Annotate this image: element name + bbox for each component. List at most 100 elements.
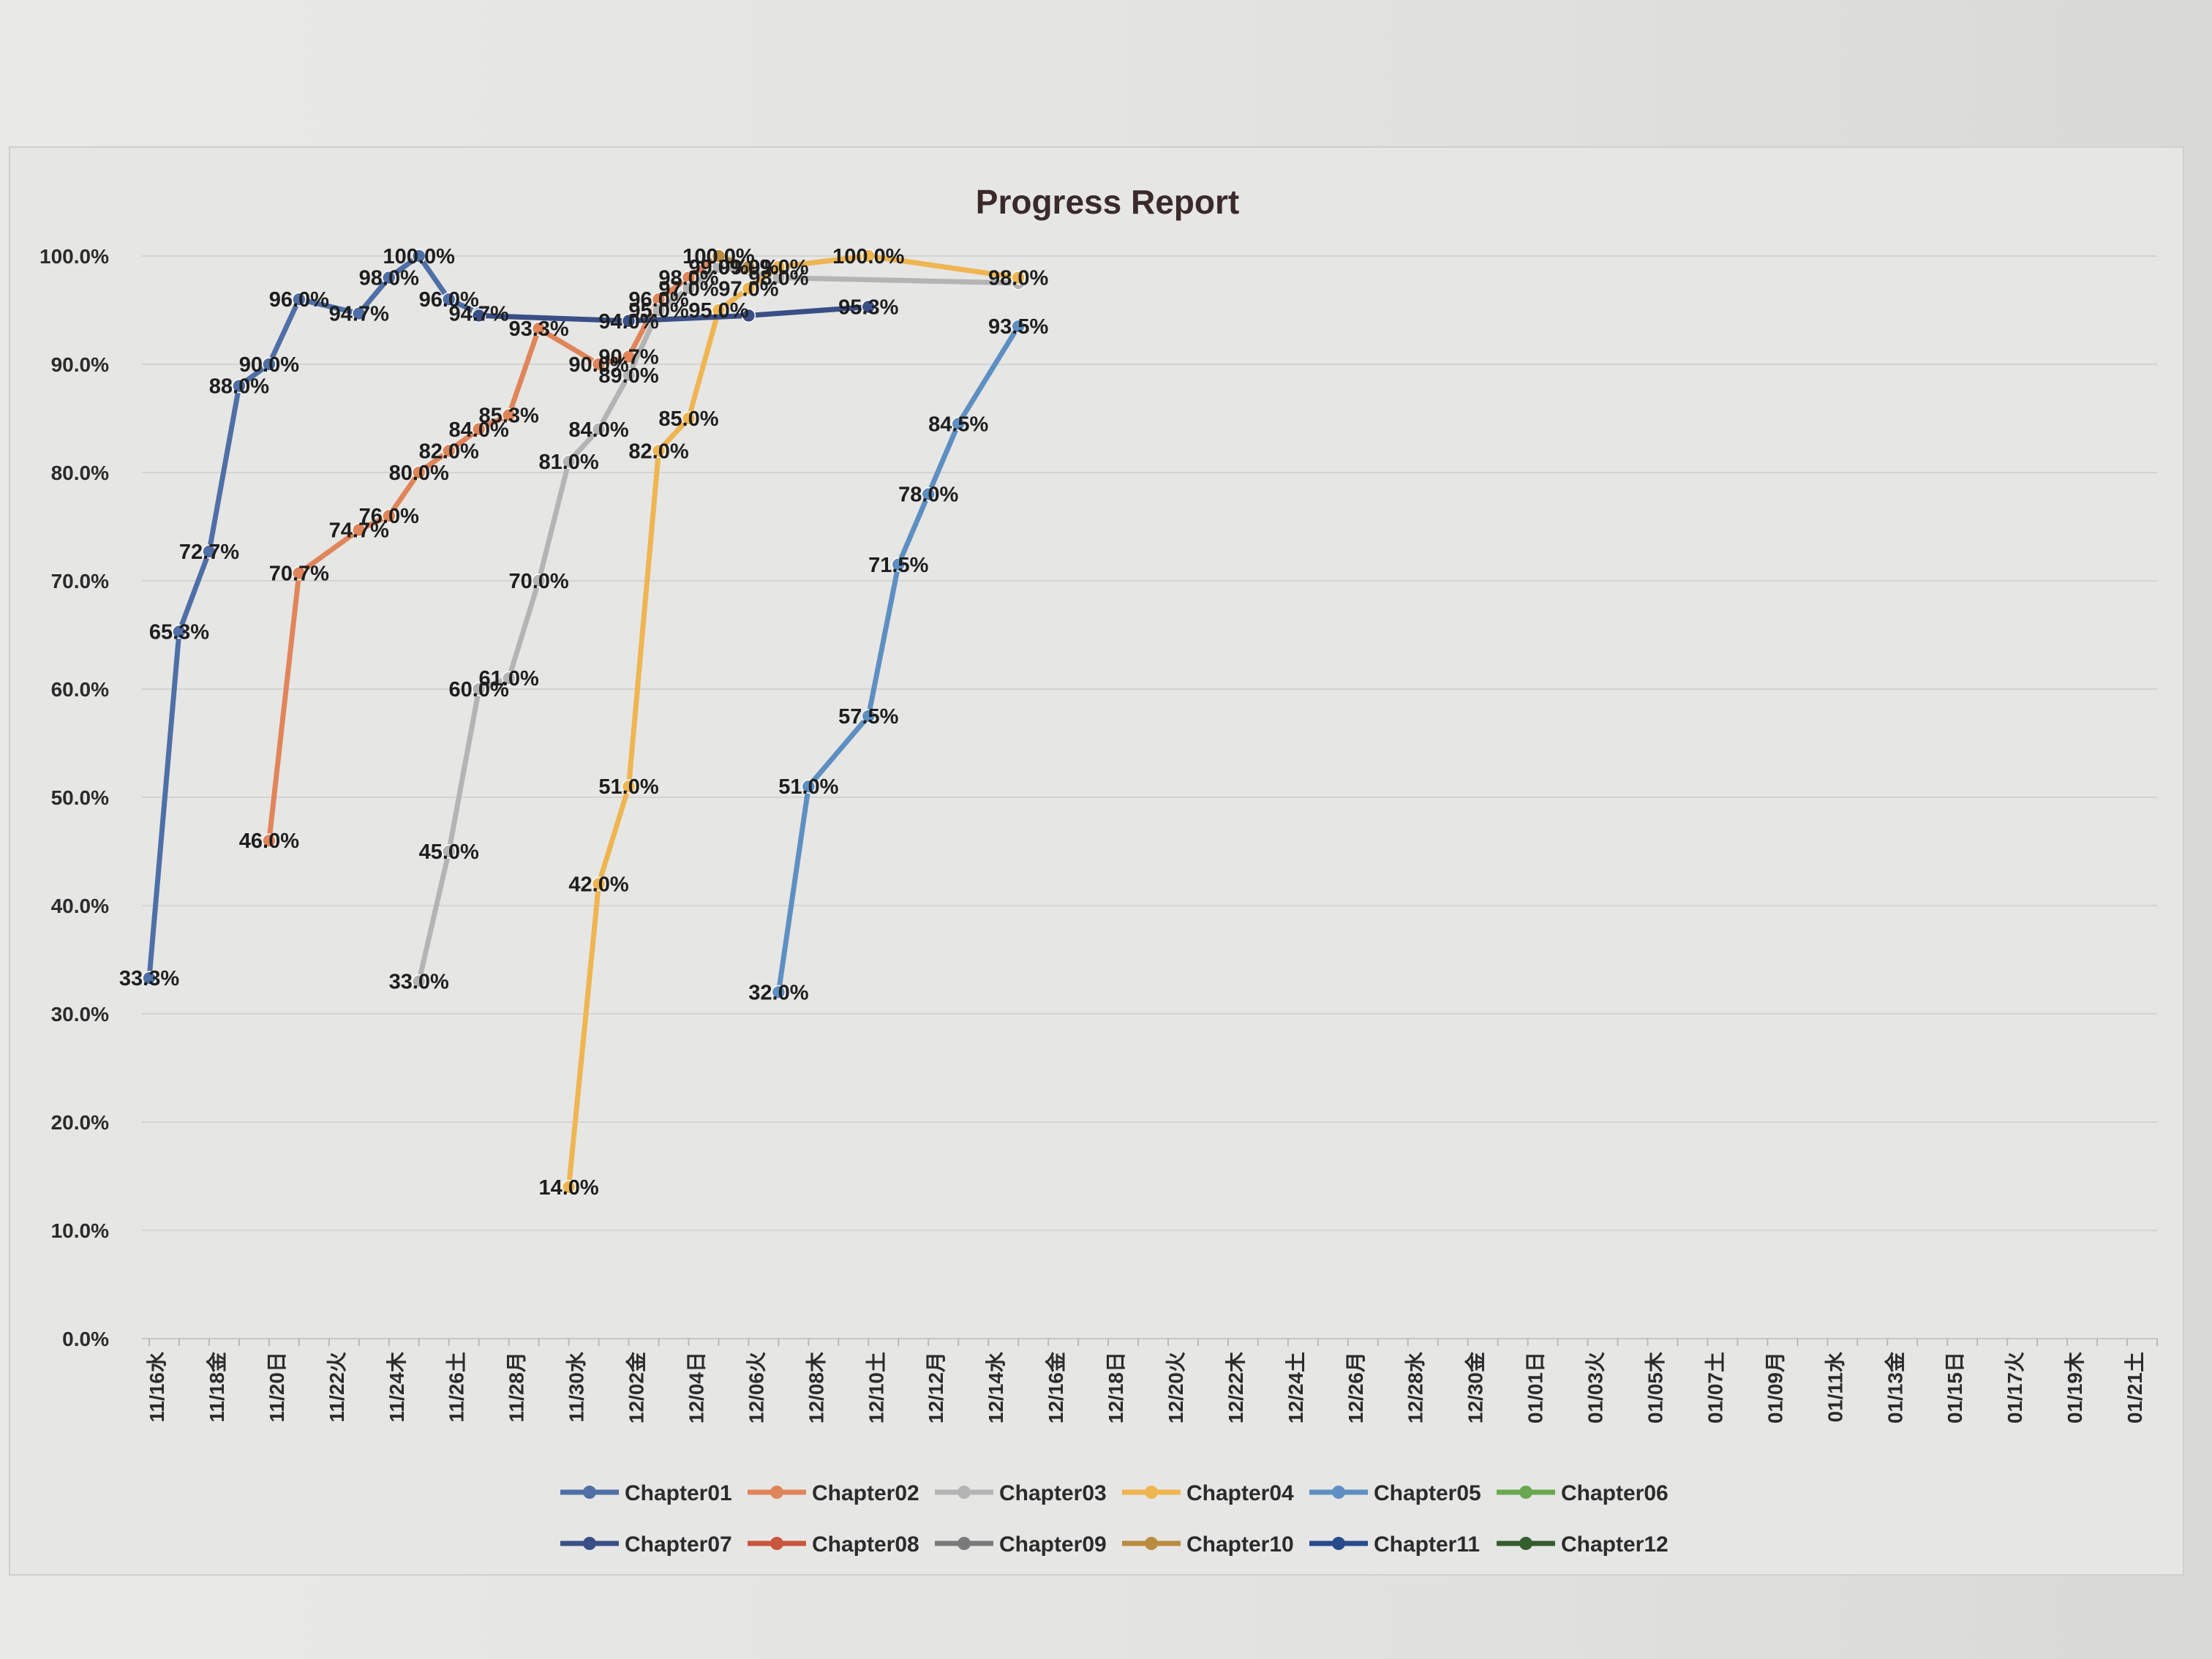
data-point-chapter01 bbox=[382, 270, 396, 285]
data-label-chapter04: 82.0% bbox=[628, 440, 688, 463]
data-point-chapter03 bbox=[561, 454, 576, 469]
x-tick-label: 11/24木 bbox=[385, 1352, 408, 1423]
x-tick-label: 12/02金 bbox=[625, 1351, 648, 1423]
data-point-chapter05 bbox=[1011, 319, 1026, 334]
data-point-chapter05 bbox=[801, 779, 816, 794]
data-label-chapter03: 95.0% bbox=[628, 299, 688, 323]
data-point-chapter07 bbox=[471, 308, 486, 323]
data-point-chapter05 bbox=[951, 416, 966, 432]
data-label-chapter01: 100.0% bbox=[383, 245, 456, 268]
data-point-chapter01 bbox=[292, 292, 306, 306]
x-tick-label: 12/06火 bbox=[745, 1352, 767, 1423]
data-point-chapter10 bbox=[711, 249, 726, 263]
legend-label-chapter12: Chapter12 bbox=[1561, 1532, 1669, 1557]
x-tick-label: 11/16水 bbox=[146, 1351, 168, 1423]
y-tick-label: 90.0% bbox=[51, 353, 109, 376]
legend-marker-chapter07 bbox=[583, 1537, 596, 1550]
data-label-chapter01: 96.0% bbox=[269, 288, 329, 312]
x-tick-label: 12/28水 bbox=[1404, 1351, 1427, 1423]
x-tick-label: 01/03火 bbox=[1584, 1352, 1607, 1423]
legend-label-chapter10: Chapter10 bbox=[1186, 1532, 1294, 1557]
data-point-chapter03 bbox=[621, 368, 636, 383]
legend-marker-chapter04 bbox=[1145, 1486, 1158, 1499]
data-point-chapter01 bbox=[142, 971, 157, 985]
x-tick-label: 11/22火 bbox=[326, 1352, 348, 1423]
data-label-chapter03: 99.0% bbox=[688, 256, 748, 279]
data-label-chapter02: 74.7% bbox=[329, 519, 389, 542]
data-label-chapter05: 78.0% bbox=[898, 484, 958, 507]
x-tick-label: 11/28月 bbox=[505, 1352, 528, 1423]
y-tick-label: 30.0% bbox=[51, 1003, 109, 1026]
data-label-chapter04: 99.0% bbox=[748, 256, 808, 279]
data-point-chapter04 bbox=[861, 249, 876, 263]
data-point-chapter03 bbox=[411, 974, 426, 989]
legend: Chapter01 Chapter02 Chapter03 Chapter04 Chap… bbox=[560, 1481, 1669, 1557]
data-label-chapter04: 95.0% bbox=[688, 299, 748, 323]
data-point-chapter05 bbox=[921, 486, 936, 502]
legend-label-chapter03: Chapter03 bbox=[999, 1481, 1107, 1505]
data-label-chapter02: 93.3% bbox=[508, 317, 568, 341]
data-label-chapter01: 88.0% bbox=[209, 375, 269, 399]
legend-marker-chapter09 bbox=[958, 1537, 971, 1550]
x-tick-label: 01/17火 bbox=[2004, 1352, 2026, 1423]
data-label-chapter02: 70.7% bbox=[269, 563, 329, 586]
data-label-chapter04: 97.0% bbox=[718, 277, 778, 301]
series-lines bbox=[142, 249, 1026, 1195]
chart-title: Progress Report bbox=[976, 183, 1239, 221]
y-tick-label: 40.0% bbox=[51, 895, 109, 917]
data-point-chapter03 bbox=[501, 671, 516, 685]
data-label-chapter02: 82.0% bbox=[419, 440, 479, 463]
y-tick-label: 50.0% bbox=[51, 786, 109, 809]
data-label-chapter01: 96.0% bbox=[419, 288, 479, 312]
y-tick-label: 80.0% bbox=[51, 462, 109, 484]
data-label-chapter04: 98.0% bbox=[988, 267, 1048, 290]
y-tick-label: 0.0% bbox=[62, 1328, 109, 1350]
data-point-chapter03 bbox=[591, 422, 606, 437]
data-point-chapter02 bbox=[262, 833, 276, 848]
data-label-chapter03: 33.0% bbox=[389, 971, 449, 994]
data-label-chapter02: 84.0% bbox=[449, 418, 509, 442]
legend-marker-chapter10 bbox=[1145, 1537, 1158, 1550]
data-point-chapter03 bbox=[531, 573, 546, 588]
data-point-chapter03 bbox=[651, 303, 666, 317]
x-tick-label: 12/18日 bbox=[1105, 1352, 1127, 1423]
legend-marker-chapter06 bbox=[1519, 1486, 1532, 1499]
data-label-chapter02: 46.0% bbox=[239, 830, 299, 853]
legend-marker-chapter11 bbox=[1332, 1537, 1345, 1550]
x-tick-label: 01/19木 bbox=[2064, 1352, 2086, 1423]
y-tick-label: 70.0% bbox=[51, 570, 109, 592]
data-label-chapter04: 51.0% bbox=[598, 775, 658, 799]
data-point-chapter07 bbox=[861, 299, 876, 315]
data-label-chapter01: 98.0% bbox=[359, 267, 419, 290]
data-label-chapter01: 90.0% bbox=[239, 353, 299, 377]
legend-label-chapter06: Chapter06 bbox=[1561, 1481, 1669, 1505]
data-label-chapter05: 32.0% bbox=[748, 981, 808, 1004]
x-tick-label: 11/26土 bbox=[445, 1352, 468, 1423]
data-point-chapter04 bbox=[591, 876, 606, 892]
data-label-chapter03: 60.0% bbox=[449, 678, 509, 701]
gridlines bbox=[142, 255, 2157, 1339]
data-point-chapter02 bbox=[352, 522, 366, 538]
data-point-chapter01 bbox=[202, 544, 217, 559]
data-point-chapter07 bbox=[741, 308, 756, 323]
x-tick-label: 12/16金 bbox=[1044, 1351, 1067, 1423]
legend-label-chapter07: Chapter07 bbox=[625, 1532, 732, 1557]
data-label-chapter05: 84.5% bbox=[928, 413, 988, 436]
data-point-chapter02 bbox=[292, 565, 306, 581]
data-label-chapter10: 99.0% bbox=[718, 256, 778, 279]
x-tick-label: 11/20日 bbox=[266, 1352, 288, 1423]
x-tick-label: 12/30金 bbox=[1464, 1351, 1487, 1423]
data-point-chapter05 bbox=[891, 557, 906, 572]
data-label-chapter05: 51.0% bbox=[778, 775, 838, 799]
data-label-chapter01: 72.7% bbox=[179, 541, 239, 564]
x-tick-label: 01/01日 bbox=[1524, 1352, 1547, 1423]
data-label-chapter02: 98.0% bbox=[658, 267, 718, 290]
data-point-chapter03 bbox=[471, 682, 486, 696]
legend-label-chapter05: Chapter05 bbox=[1374, 1481, 1481, 1505]
data-label-chapter02: 90.0% bbox=[568, 353, 628, 377]
legend-label-chapter09: Chapter09 bbox=[999, 1532, 1107, 1557]
data-label-chapter03: 70.0% bbox=[508, 570, 568, 593]
data-point-chapter02 bbox=[382, 508, 396, 523]
data-point-chapter05 bbox=[771, 985, 786, 1000]
data-point-chapter04 bbox=[771, 260, 786, 274]
